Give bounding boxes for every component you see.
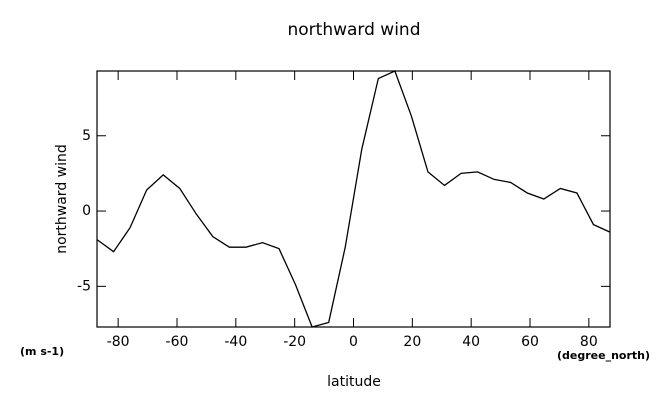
y-tick-label: -5	[77, 278, 91, 294]
x-tick-label: 80	[580, 334, 598, 350]
x-tick-label: -20	[283, 334, 306, 350]
y-axis-label: northward wind	[54, 144, 70, 254]
y-tick-label: 5	[82, 128, 91, 144]
x-tick-label: -40	[224, 334, 247, 350]
data-line	[96, 70, 611, 328]
y-units: (m s-1)	[20, 345, 64, 358]
chart-title: northward wind	[287, 20, 420, 40]
x-units: (degree_north)	[557, 349, 650, 362]
x-tick-label: -60	[166, 334, 189, 350]
x-axis-label: latitude	[327, 374, 381, 390]
x-tick-label: 60	[521, 334, 539, 350]
x-tick-label: 40	[462, 334, 480, 350]
x-tick-label: -80	[107, 334, 130, 350]
x-tick-label: 20	[403, 334, 421, 350]
y-tick-label: 0	[82, 203, 91, 219]
x-tick-label: 0	[349, 334, 358, 350]
